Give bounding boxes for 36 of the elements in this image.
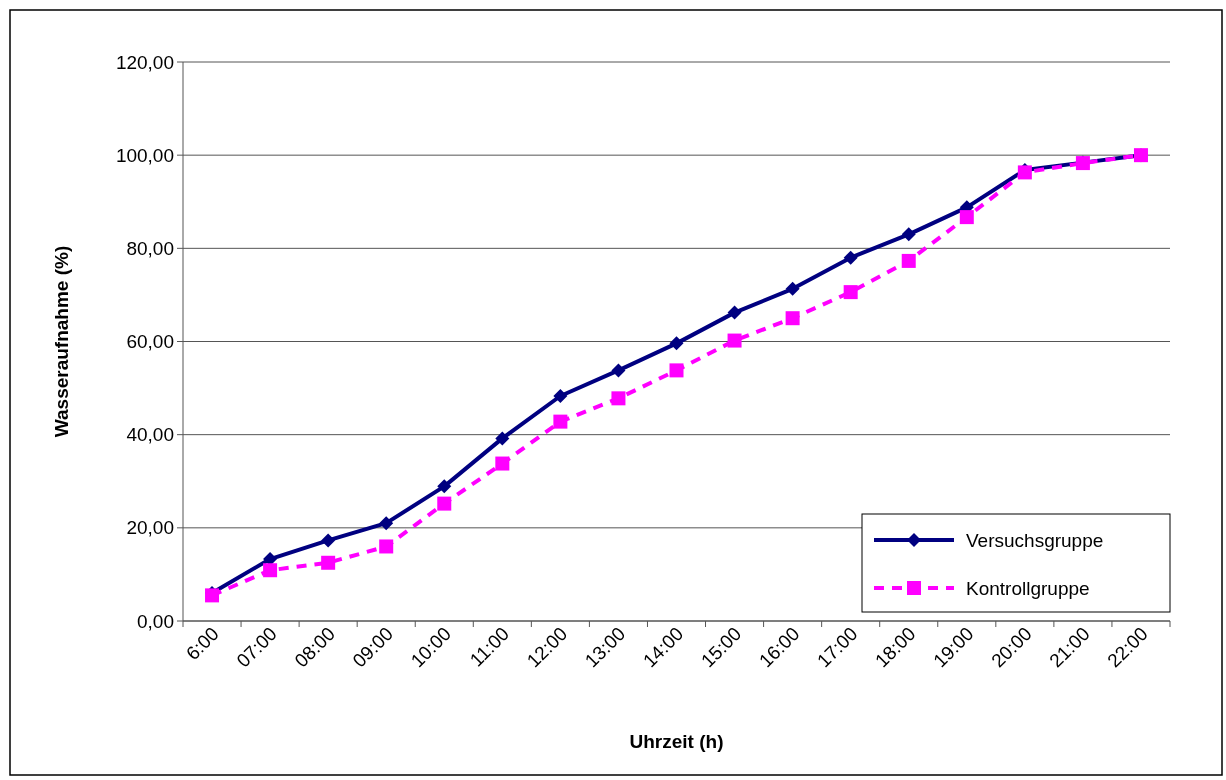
point (379, 516, 394, 531)
point (611, 391, 626, 406)
y-axis-title: Wasseraufnahme (%) (51, 245, 72, 438)
point (437, 496, 452, 511)
point (321, 533, 336, 548)
point (727, 305, 742, 320)
point (901, 253, 916, 268)
y-tick-label: 40,00 (126, 424, 174, 446)
point (959, 210, 974, 225)
y-tick-label: 120,00 (115, 51, 174, 73)
point (553, 414, 568, 429)
legend-label: Kontrollgruppe (966, 577, 1090, 599)
point (727, 333, 742, 348)
point (321, 555, 336, 570)
legend-label: Versuchsgruppe (966, 529, 1104, 551)
y-tick-label: 0,00 (137, 610, 174, 632)
y-tick-label: 100,00 (115, 144, 174, 166)
point (553, 389, 568, 403)
point (785, 311, 800, 326)
point (437, 479, 452, 494)
x-tick-label: 6:00 (181, 622, 223, 664)
point (785, 281, 800, 296)
point (263, 563, 278, 578)
point (843, 285, 858, 300)
point (611, 363, 626, 378)
point (495, 456, 510, 471)
point (669, 336, 684, 351)
point (495, 431, 510, 446)
point (901, 227, 916, 242)
point (669, 363, 684, 378)
y-tick-label: 80,00 (126, 237, 174, 259)
point (843, 250, 858, 265)
x-axis-title: Uhrzeit (h) (629, 731, 724, 752)
y-tick-label: 20,00 (126, 517, 174, 539)
point (379, 539, 394, 554)
y-tick-label: 60,00 (126, 331, 174, 353)
